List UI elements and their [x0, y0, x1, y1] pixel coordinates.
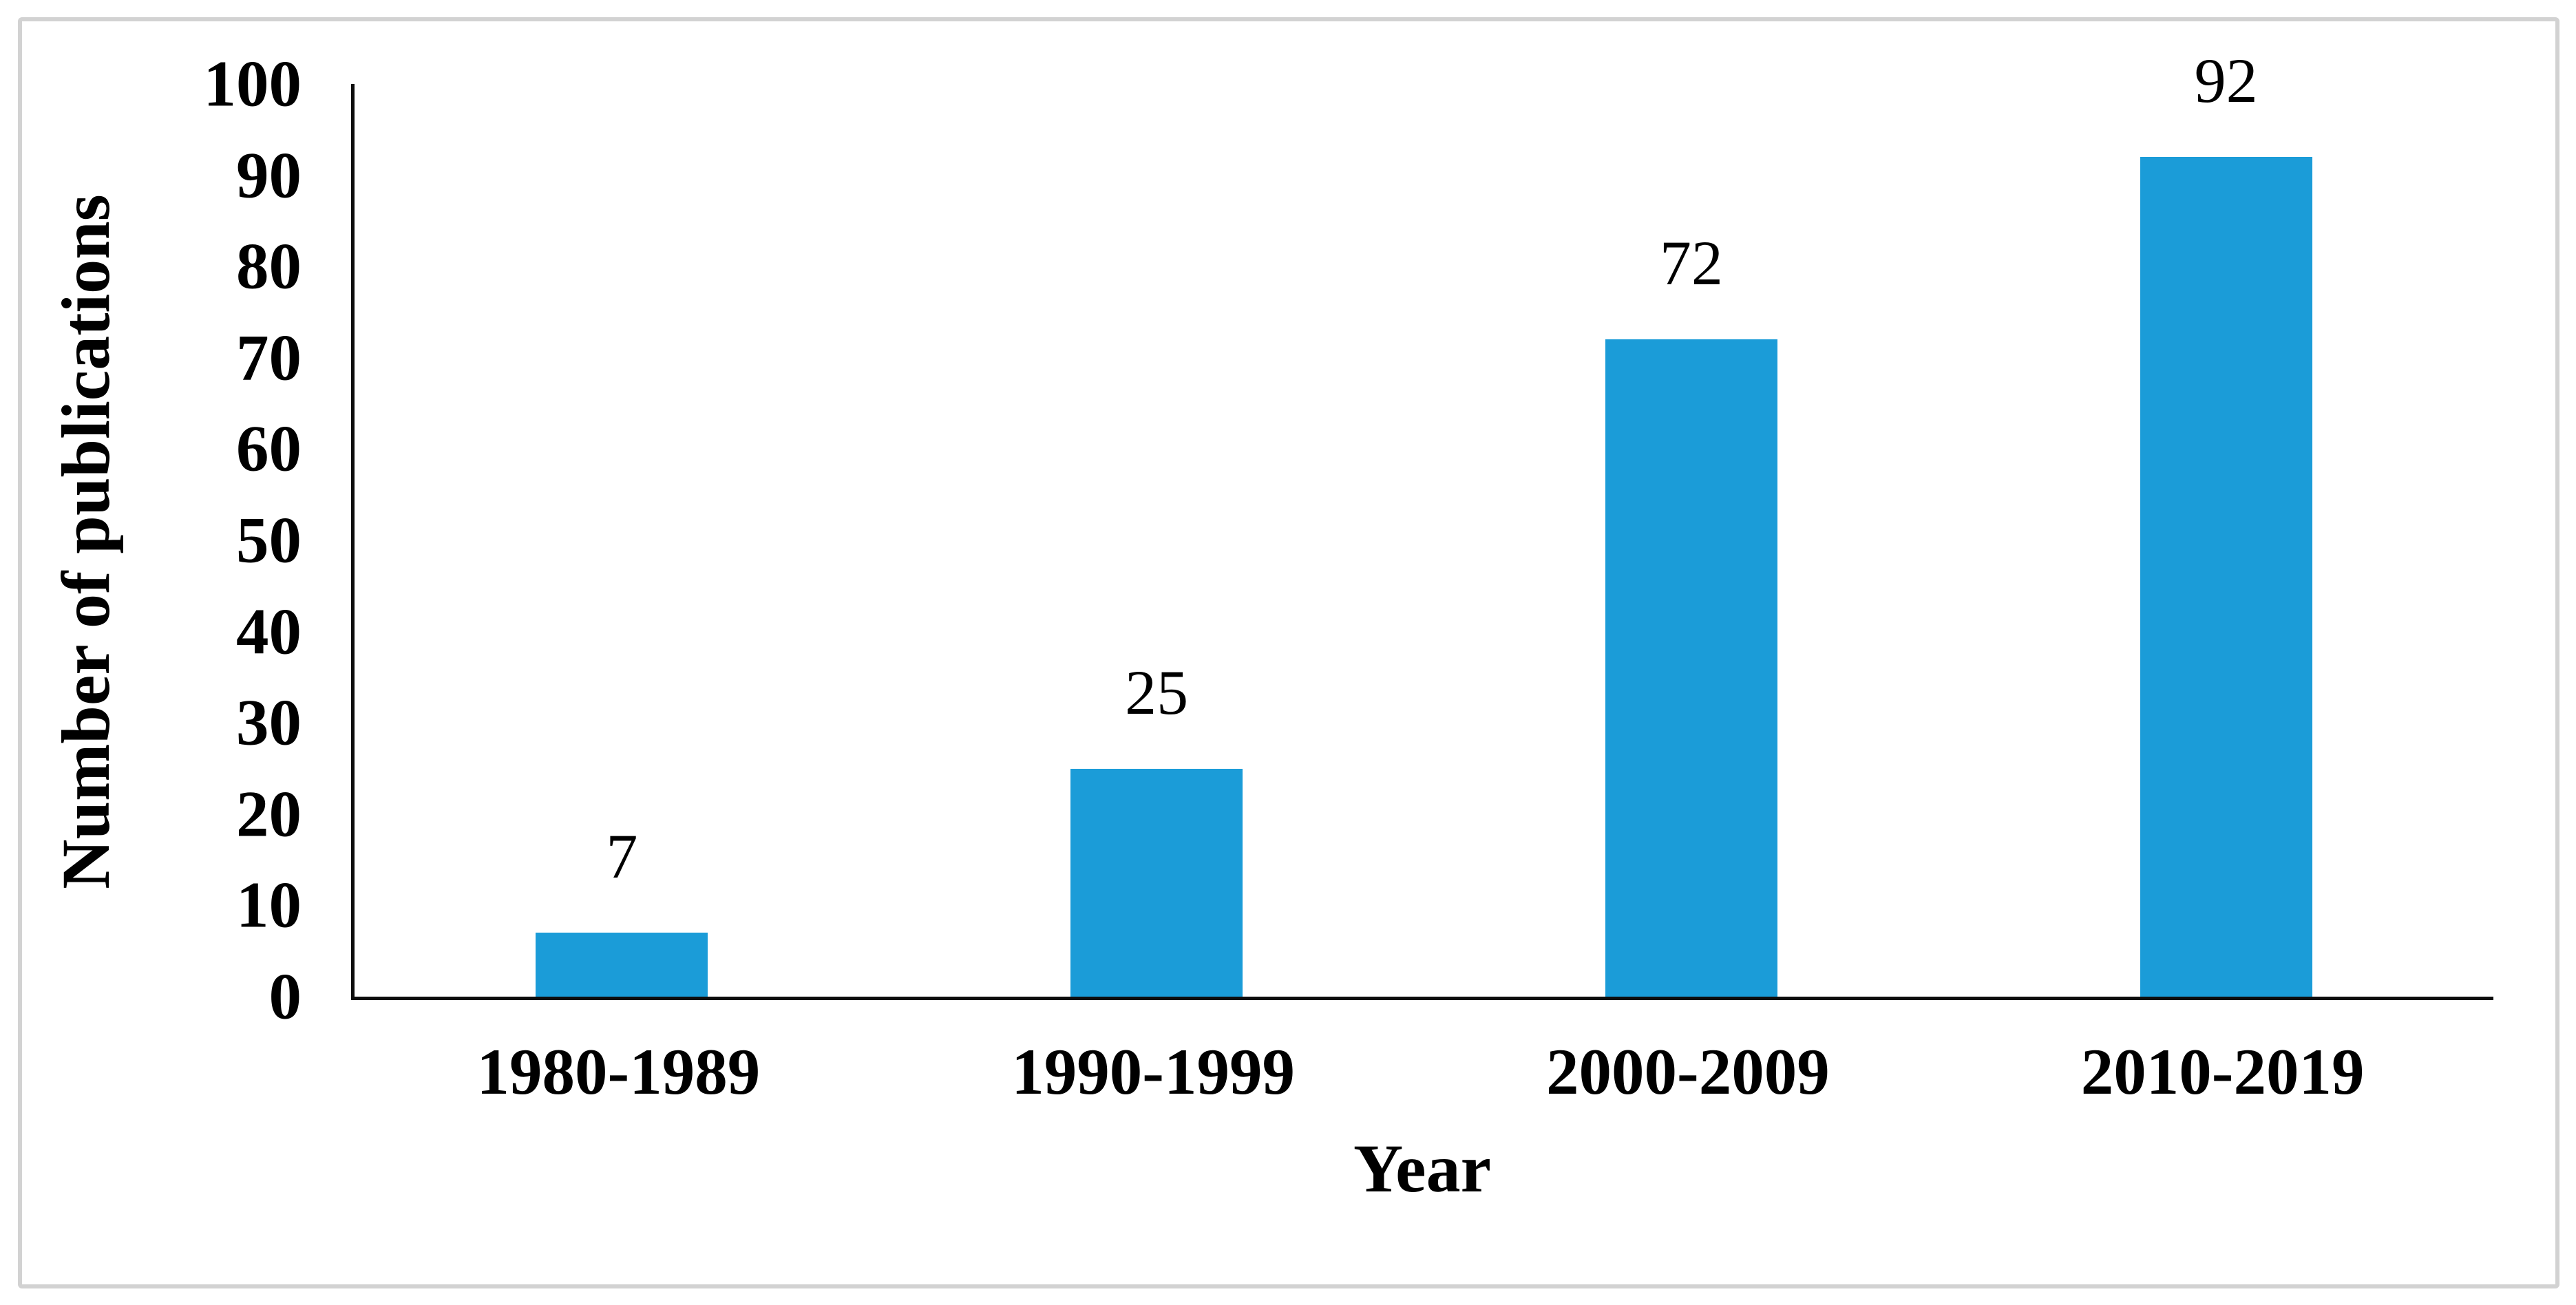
x-tick-label: 1990-1999: [1011, 1035, 1295, 1108]
y-tick-label: 90: [236, 138, 302, 212]
y-tick-label: 10: [236, 868, 302, 942]
plot-area: 7 25 72 92: [351, 49, 2493, 1000]
y-tick-label: 80: [236, 229, 302, 303]
bar: [1070, 768, 1243, 997]
bar: [536, 933, 708, 997]
y-tick-label: 60: [236, 412, 302, 485]
y-tick-label: 70: [236, 321, 302, 394]
x-axis-title: Year: [1353, 1130, 1491, 1207]
bar-value-label: 25: [1125, 657, 1189, 728]
y-axis-tick-labels: 0 10 20 30 40 50 60 70 80 90 100: [0, 51, 302, 1029]
y-tick-label: 20: [236, 777, 302, 851]
y-tick-label: 30: [236, 686, 302, 759]
bar: [1605, 339, 1777, 997]
y-tick-label: 100: [203, 47, 302, 120]
y-tick-label: 40: [236, 595, 302, 668]
bar-value-label: 92: [2194, 45, 2258, 116]
x-tick-label: 2000-2009: [1546, 1035, 1830, 1108]
y-tick-label: 50: [236, 503, 302, 577]
x-tick-label: 1980-1989: [476, 1035, 761, 1108]
x-tick-label: 2010-2019: [2080, 1035, 2365, 1108]
bar-value-label: 7: [606, 821, 638, 892]
y-tick-label: 0: [268, 959, 302, 1033]
x-axis-tick-labels: 1980-1989 1990-1999 2000-2009 2010-2019: [351, 1039, 2493, 1122]
bar: [2140, 157, 2312, 997]
bar-value-label: 72: [1659, 228, 1723, 299]
